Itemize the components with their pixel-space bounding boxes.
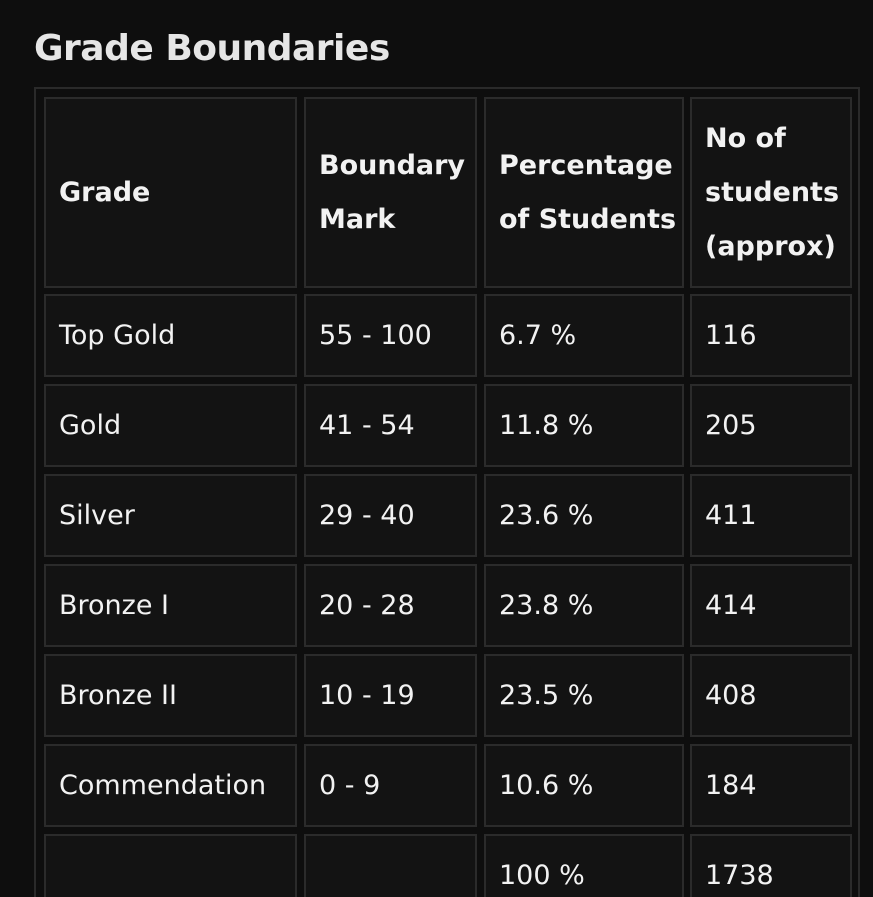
- header-boundary-mark: Boundary Mark: [304, 97, 477, 288]
- table-cell-students: 408: [690, 654, 852, 737]
- table-cell-students: 414: [690, 564, 852, 647]
- table-cell-grade: Bronze I: [44, 564, 297, 647]
- table-cell-mark: 10 - 19: [304, 654, 477, 737]
- page-title: Grade Boundaries: [34, 28, 390, 69]
- grade-boundaries-table: Grade Boundary Mark Percentage of Studen…: [34, 87, 860, 897]
- table-cell-students: 205: [690, 384, 852, 467]
- table-cell-percent: 23.8 %: [484, 564, 684, 647]
- total-students: 1738: [690, 834, 852, 897]
- table-cell-students: 116: [690, 294, 852, 377]
- table-cell-grade: Commendation: [44, 744, 297, 827]
- header-grade: Grade: [44, 97, 297, 288]
- table-cell-percent: 6.7 %: [484, 294, 684, 377]
- table-cell-grade: Gold: [44, 384, 297, 467]
- table-cell-grade: Top Gold: [44, 294, 297, 377]
- table-cell-percent: 11.8 %: [484, 384, 684, 467]
- header-students: No of students (approx): [690, 97, 852, 288]
- table-cell-mark: 20 - 28: [304, 564, 477, 647]
- table-cell-students: 411: [690, 474, 852, 557]
- table-cell-students: 184: [690, 744, 852, 827]
- table-cell-percent: 23.5 %: [484, 654, 684, 737]
- table-cell-mark: 55 - 100: [304, 294, 477, 377]
- table-cell-percent: 23.6 %: [484, 474, 684, 557]
- table-cell-grade: [44, 834, 297, 897]
- table-cell-mark: [304, 834, 477, 897]
- table-cell-grade: Silver: [44, 474, 297, 557]
- table-cell-grade: Bronze II: [44, 654, 297, 737]
- header-percentage: Percentage of Students: [484, 97, 684, 288]
- total-percent: 100 %: [484, 834, 684, 897]
- table-cell-mark: 0 - 9: [304, 744, 477, 827]
- table-cell-mark: 29 - 40: [304, 474, 477, 557]
- table-cell-mark: 41 - 54: [304, 384, 477, 467]
- table-cell-percent: 10.6 %: [484, 744, 684, 827]
